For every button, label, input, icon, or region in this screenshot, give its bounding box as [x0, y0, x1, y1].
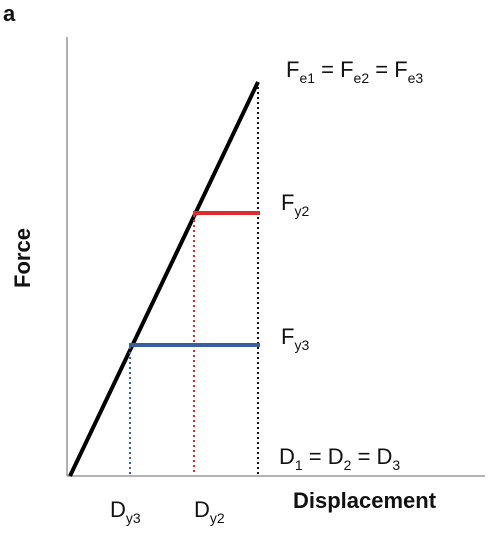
panel-label: a [3, 1, 16, 26]
ultimate-displacement-label: D1 = D2 = D3 [279, 444, 400, 473]
y-axis-title: Force [10, 228, 35, 288]
yield-force-2-label: Fy2 [281, 190, 309, 219]
yield-displacement-2-label: Dy2 [194, 497, 225, 526]
yield-displacement-3-label: Dy3 [110, 497, 141, 526]
elastic-line [68, 81, 260, 477]
yield-force-3-label: Fy3 [281, 324, 309, 353]
elastic-force-label: Fe1 = Fe2 = Fe3 [286, 57, 423, 86]
x-axis-title: Displacement [293, 488, 437, 513]
